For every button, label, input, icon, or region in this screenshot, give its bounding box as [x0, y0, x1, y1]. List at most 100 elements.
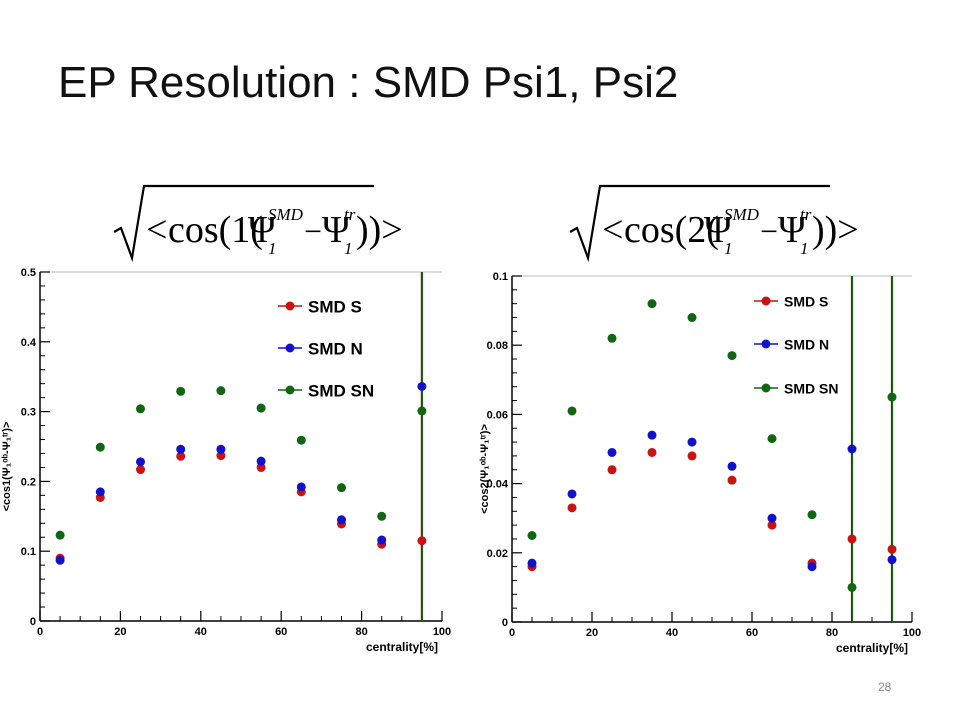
formula-sub-1: 1 [268, 239, 277, 258]
y-tick-label: 0.5 [21, 267, 36, 279]
plot-cos2: 0 20 40 60 80 100 0 0.02 0.04 0.06 0.08 0.1 centrali… [470, 262, 940, 662]
point-smd-s-1 [567, 503, 577, 513]
point-smd-n-6 [296, 482, 306, 492]
formula-open-angle: < [602, 209, 623, 251]
point-smd-n-3 [176, 444, 186, 454]
formula-sup-2: tr [344, 205, 356, 224]
point-smd-n-3 [647, 430, 657, 440]
formula-sup-1: SMD [268, 205, 304, 224]
x-tick-label: 100 [433, 626, 451, 638]
y-tick-label: 0 [30, 616, 36, 628]
formula-psi-1: Ψ [248, 209, 276, 251]
sqrt-sign [569, 184, 830, 263]
x-tick-label: 100 [903, 627, 921, 639]
legend-marker [761, 296, 771, 306]
y-axis-label: <cos1(Ψ₁ᵒᵇ-Ψ₁ᵗʳ)> [1, 422, 13, 512]
legend-marker [285, 301, 295, 311]
x-tick-label: 40 [666, 627, 678, 639]
legend-label-smd-s: SMD S [784, 293, 828, 309]
formula-sub-2: 1 [800, 239, 809, 258]
point-smd-sn-1 [567, 406, 577, 416]
formula-sub-1: 1 [724, 239, 733, 258]
formula-cos1-svg: < cos(1( Ψ SMD 1 − Ψ tr 1 ))> [113, 184, 403, 263]
y-axis-label: <cos2(Ψ₁ᵒᵇ-Ψ₁ᵗʳ)> [479, 424, 491, 514]
point-smd-s-2 [136, 465, 145, 475]
point-smd-n-9 [417, 381, 427, 391]
x-tick-label: 20 [114, 626, 126, 638]
point-smd-n-2 [136, 457, 145, 467]
x-axis-label: centrality[%] [366, 640, 438, 654]
point-smd-sn-3 [176, 386, 186, 396]
point-smd-sn-4 [216, 386, 226, 396]
x-tick-label: 80 [826, 627, 838, 639]
point-smd-sn-6 [296, 435, 306, 445]
legend-label-smd-s: SMD S [308, 297, 362, 316]
legend-marker [761, 383, 771, 393]
point-smd-s-5 [256, 462, 266, 472]
formula-sup-2: tr [800, 205, 812, 224]
x-tick-label: 60 [746, 627, 758, 639]
point-smd-n-0 [55, 555, 65, 565]
formula-prefix: cos(1( [168, 209, 263, 251]
point-smd-n-4 [687, 437, 697, 447]
y-tick-label: 0.04 [487, 479, 509, 491]
point-smd-sn-2 [607, 333, 617, 343]
y-tick-label: 0 [502, 617, 508, 629]
legend-label-smd-sn: SMD SN [308, 381, 374, 400]
plot-cos2-svg: 0 20 40 60 80 100 0 0.02 0.04 0.06 0.08 0.1 centrali… [479, 271, 921, 655]
y-tick-label: 0.08 [487, 340, 508, 352]
point-smd-n-6 [767, 513, 777, 523]
y-tick-label: 0.3 [21, 407, 36, 419]
x-tick-label: 0 [509, 627, 515, 639]
legend-marker [285, 385, 295, 395]
point-smd-s-8 [847, 534, 857, 544]
point-smd-s-2 [607, 465, 617, 475]
point-smd-s-3 [647, 447, 657, 457]
point-smd-sn-6 [767, 434, 777, 444]
plot-cos1-svg: 0 20 40 60 80 100 0 0.1 0.2 0.3 0.4 0.5 centrality[%… [1, 267, 451, 654]
point-smd-n-5 [727, 461, 737, 471]
point-smd-n-8 [377, 535, 387, 545]
formula-close: ))> [812, 209, 859, 251]
formula-psi-2: Ψ [322, 209, 350, 251]
point-smd-n-0 [527, 558, 537, 568]
point-smd-sn-4 [687, 313, 697, 323]
point-smd-n-9 [887, 555, 897, 565]
x-tick-label: 40 [195, 626, 207, 638]
point-smd-sn-8 [377, 511, 387, 521]
formula-minus: − [760, 213, 778, 249]
point-smd-sn-0 [527, 531, 537, 540]
formula-open-angle: < [146, 209, 167, 251]
y-tick-label: 0.1 [493, 271, 508, 283]
legend-marker [285, 343, 295, 353]
x-axis-label: centrality[%] [836, 641, 908, 655]
point-smd-sn-8 [847, 582, 857, 592]
formula-minus: − [304, 213, 322, 249]
legend-label-smd-n: SMD N [308, 339, 363, 358]
point-smd-sn-9 [887, 392, 897, 402]
legend-label-smd-sn: SMD SN [784, 380, 838, 396]
point-smd-sn-1 [95, 442, 105, 452]
formula-psi-1: Ψ [704, 209, 732, 251]
point-smd-n-1 [95, 487, 105, 497]
formula-cos1: < cos(1( Ψ SMD 1 − Ψ tr 1 ))> [112, 184, 403, 264]
formula-psi-2: Ψ [778, 209, 806, 251]
point-smd-sn-9 [417, 406, 427, 416]
point-smd-sn-7 [807, 510, 817, 520]
point-smd-s-4 [687, 451, 697, 461]
formula-prefix: cos(2( [624, 209, 719, 251]
plot-cos1: 0 20 40 60 80 100 0 0.1 0.2 0.3 0.4 0.5 centrality[%… [0, 262, 470, 662]
point-smd-n-7 [807, 562, 817, 572]
point-smd-sn-5 [256, 403, 266, 413]
point-smd-sn-3 [647, 299, 657, 309]
point-smd-s-9 [887, 544, 897, 554]
x-tick-label: 20 [586, 627, 598, 639]
point-smd-s-9 [417, 536, 427, 546]
y-tick-label: 0.02 [487, 548, 508, 560]
x-tick-label: 80 [355, 626, 367, 638]
legend-marker [761, 339, 771, 349]
point-smd-sn-2 [136, 404, 145, 414]
formula-sub-2: 1 [344, 239, 353, 258]
y-tick-label: 0.4 [21, 337, 37, 349]
slide-number: 28 [878, 680, 892, 694]
